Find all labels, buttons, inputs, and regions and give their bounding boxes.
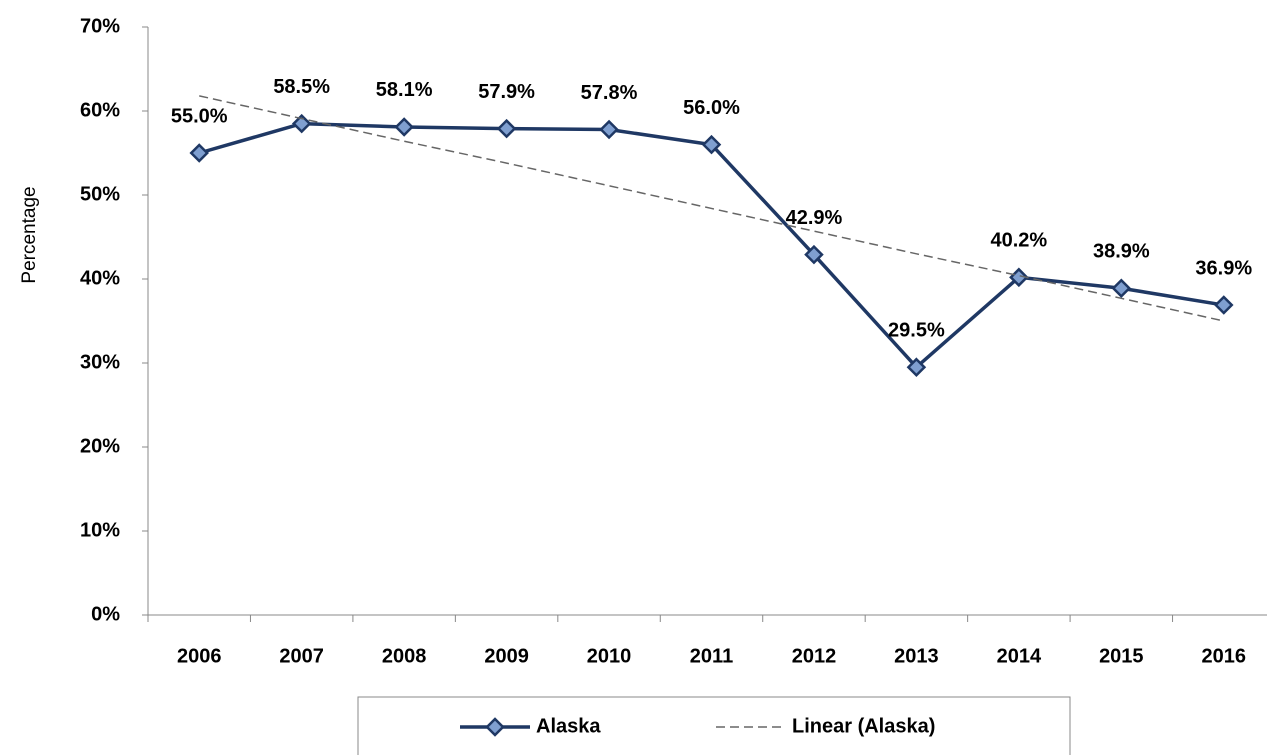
y-tick-label: 70% (80, 15, 120, 37)
data-label: 57.9% (478, 81, 535, 103)
marker (701, 134, 722, 155)
y-tick-label: 40% (80, 267, 120, 289)
y-tick-label: 0% (91, 603, 120, 625)
trend-line (199, 95, 1224, 322)
x-tick-label: 2006 (177, 645, 222, 667)
legend-label: Linear (Alaska) (792, 715, 935, 737)
data-label: 36.9% (1195, 257, 1252, 279)
y-tick-label: 50% (80, 183, 120, 205)
marker (189, 143, 209, 163)
marker (1111, 278, 1132, 299)
data-label: 40.2% (991, 230, 1048, 252)
legend-label: Alaska (536, 715, 601, 737)
y-tick-label: 60% (80, 99, 120, 121)
y-tick-label: 20% (80, 435, 120, 457)
y-axis-title: Percentage (19, 186, 40, 283)
series-line (198, 121, 1225, 370)
x-tick-label: 2009 (484, 645, 529, 667)
data-label: 57.8% (581, 82, 638, 104)
marker (1214, 295, 1234, 315)
y-tick-label: 30% (80, 351, 120, 373)
marker (496, 118, 517, 139)
data-label: 38.9% (1093, 241, 1150, 263)
x-tick-label: 2012 (792, 645, 837, 667)
data-label: 42.9% (786, 207, 843, 229)
x-tick-label: 2010 (587, 645, 632, 667)
marker (291, 113, 312, 134)
data-label: 58.5% (273, 76, 330, 98)
x-tick-label: 2007 (279, 645, 324, 667)
x-tick-label: 2013 (894, 645, 939, 667)
x-tick-label: 2015 (1099, 645, 1144, 667)
x-tick-label: 2011 (690, 645, 733, 667)
marker (804, 244, 824, 265)
marker (394, 117, 414, 137)
x-tick-label: 2008 (382, 645, 427, 667)
marker (906, 357, 927, 377)
marker (599, 119, 619, 140)
data-label: 55.0% (171, 105, 228, 127)
legend-marker (485, 717, 505, 737)
x-tick-label: 2014 (997, 645, 1042, 667)
data-label: 56.0% (683, 97, 740, 119)
data-label: 58.1% (376, 79, 433, 101)
x-tick-label: 2016 (1202, 645, 1247, 667)
data-label: 29.5% (888, 319, 945, 341)
y-tick-label: 10% (80, 519, 120, 541)
